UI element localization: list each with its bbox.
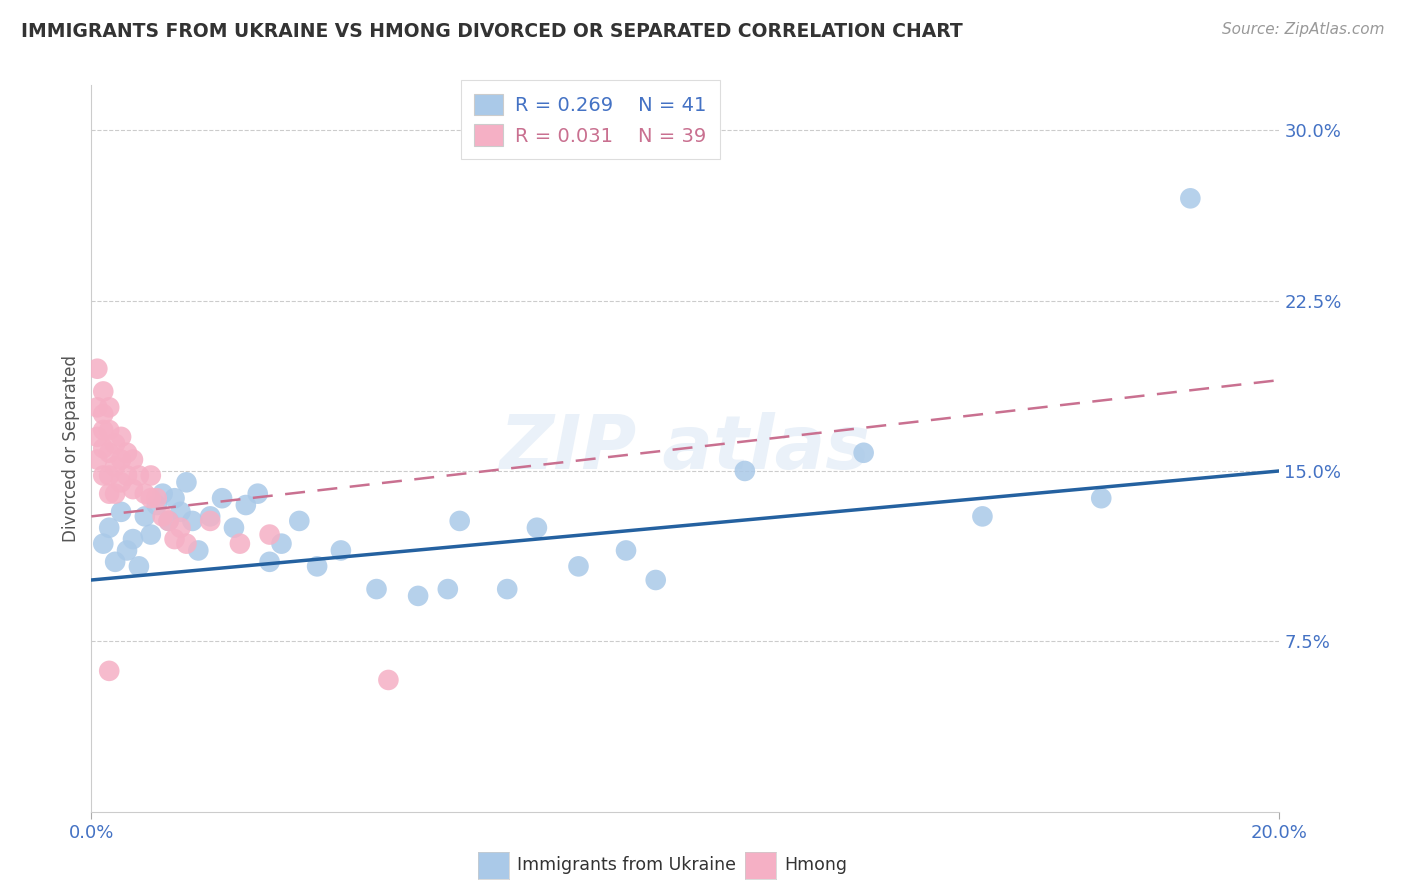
Point bbox=[98, 401, 121, 415]
Point bbox=[377, 673, 399, 687]
Point bbox=[98, 446, 121, 460]
Text: Immigrants from Ukraine: Immigrants from Ukraine bbox=[517, 856, 737, 874]
Point bbox=[644, 573, 666, 587]
Point bbox=[104, 555, 127, 569]
Y-axis label: Divorced or Separated: Divorced or Separated bbox=[62, 355, 80, 541]
Point bbox=[115, 543, 138, 558]
Point bbox=[200, 509, 222, 524]
Point bbox=[187, 543, 209, 558]
Point bbox=[115, 468, 138, 483]
Point bbox=[86, 361, 108, 376]
Point bbox=[366, 582, 388, 596]
Point bbox=[122, 452, 145, 467]
Point bbox=[86, 430, 108, 444]
Point bbox=[98, 423, 121, 437]
Point bbox=[176, 475, 198, 490]
Point bbox=[259, 527, 281, 541]
Point bbox=[406, 589, 429, 603]
Point bbox=[169, 521, 191, 535]
Point bbox=[329, 543, 352, 558]
Point bbox=[157, 514, 180, 528]
Point bbox=[259, 555, 281, 569]
Point bbox=[449, 514, 471, 528]
Point bbox=[139, 527, 162, 541]
Point bbox=[307, 559, 329, 574]
Point bbox=[496, 582, 519, 596]
Point bbox=[91, 407, 114, 421]
Point bbox=[288, 514, 311, 528]
Point bbox=[163, 491, 186, 506]
Point bbox=[115, 446, 138, 460]
Point bbox=[122, 482, 145, 496]
Point bbox=[91, 423, 114, 437]
Point bbox=[134, 509, 156, 524]
Point bbox=[270, 536, 292, 550]
Text: Source: ZipAtlas.com: Source: ZipAtlas.com bbox=[1222, 22, 1385, 37]
Point bbox=[181, 514, 204, 528]
Point bbox=[526, 521, 548, 535]
Point bbox=[157, 514, 180, 528]
Point bbox=[614, 543, 637, 558]
Point bbox=[222, 521, 245, 535]
Point bbox=[163, 532, 186, 546]
Point bbox=[139, 491, 162, 506]
Point bbox=[91, 442, 114, 455]
Point bbox=[98, 468, 121, 483]
Point bbox=[169, 505, 191, 519]
Point bbox=[98, 486, 121, 500]
Legend: R = 0.269    N = 41, R = 0.031    N = 39: R = 0.269 N = 41, R = 0.031 N = 39 bbox=[461, 80, 720, 160]
Point bbox=[86, 401, 108, 415]
Point bbox=[91, 384, 114, 399]
Point bbox=[98, 664, 121, 678]
Text: IMMIGRANTS FROM UKRAINE VS HMONG DIVORCED OR SEPARATED CORRELATION CHART: IMMIGRANTS FROM UKRAINE VS HMONG DIVORCE… bbox=[21, 22, 963, 41]
Point bbox=[235, 498, 257, 512]
Text: Hmong: Hmong bbox=[785, 856, 848, 874]
Point bbox=[567, 559, 589, 574]
Point bbox=[128, 559, 150, 574]
Point bbox=[104, 459, 127, 474]
Point bbox=[152, 509, 174, 524]
Point bbox=[110, 430, 132, 444]
Point bbox=[145, 498, 167, 512]
Point bbox=[734, 464, 756, 478]
Point bbox=[229, 536, 252, 550]
Point bbox=[246, 486, 269, 500]
Point bbox=[91, 536, 114, 550]
Point bbox=[110, 475, 132, 490]
Point bbox=[211, 491, 233, 506]
Point bbox=[128, 468, 150, 483]
Point bbox=[152, 486, 174, 500]
Point bbox=[852, 446, 875, 460]
Point bbox=[98, 521, 121, 535]
Point bbox=[200, 514, 222, 528]
Point bbox=[972, 509, 994, 524]
Point bbox=[122, 532, 145, 546]
Point bbox=[436, 582, 458, 596]
Point bbox=[104, 436, 127, 450]
Point bbox=[1180, 191, 1202, 205]
Point bbox=[1090, 491, 1112, 506]
Point bbox=[176, 536, 198, 550]
Point bbox=[110, 505, 132, 519]
Point bbox=[86, 452, 108, 467]
Point bbox=[104, 486, 127, 500]
Point bbox=[91, 468, 114, 483]
Point bbox=[145, 491, 167, 506]
Point bbox=[110, 452, 132, 467]
Point bbox=[134, 486, 156, 500]
Text: ZIP atlas: ZIP atlas bbox=[501, 412, 870, 484]
Point bbox=[139, 468, 162, 483]
